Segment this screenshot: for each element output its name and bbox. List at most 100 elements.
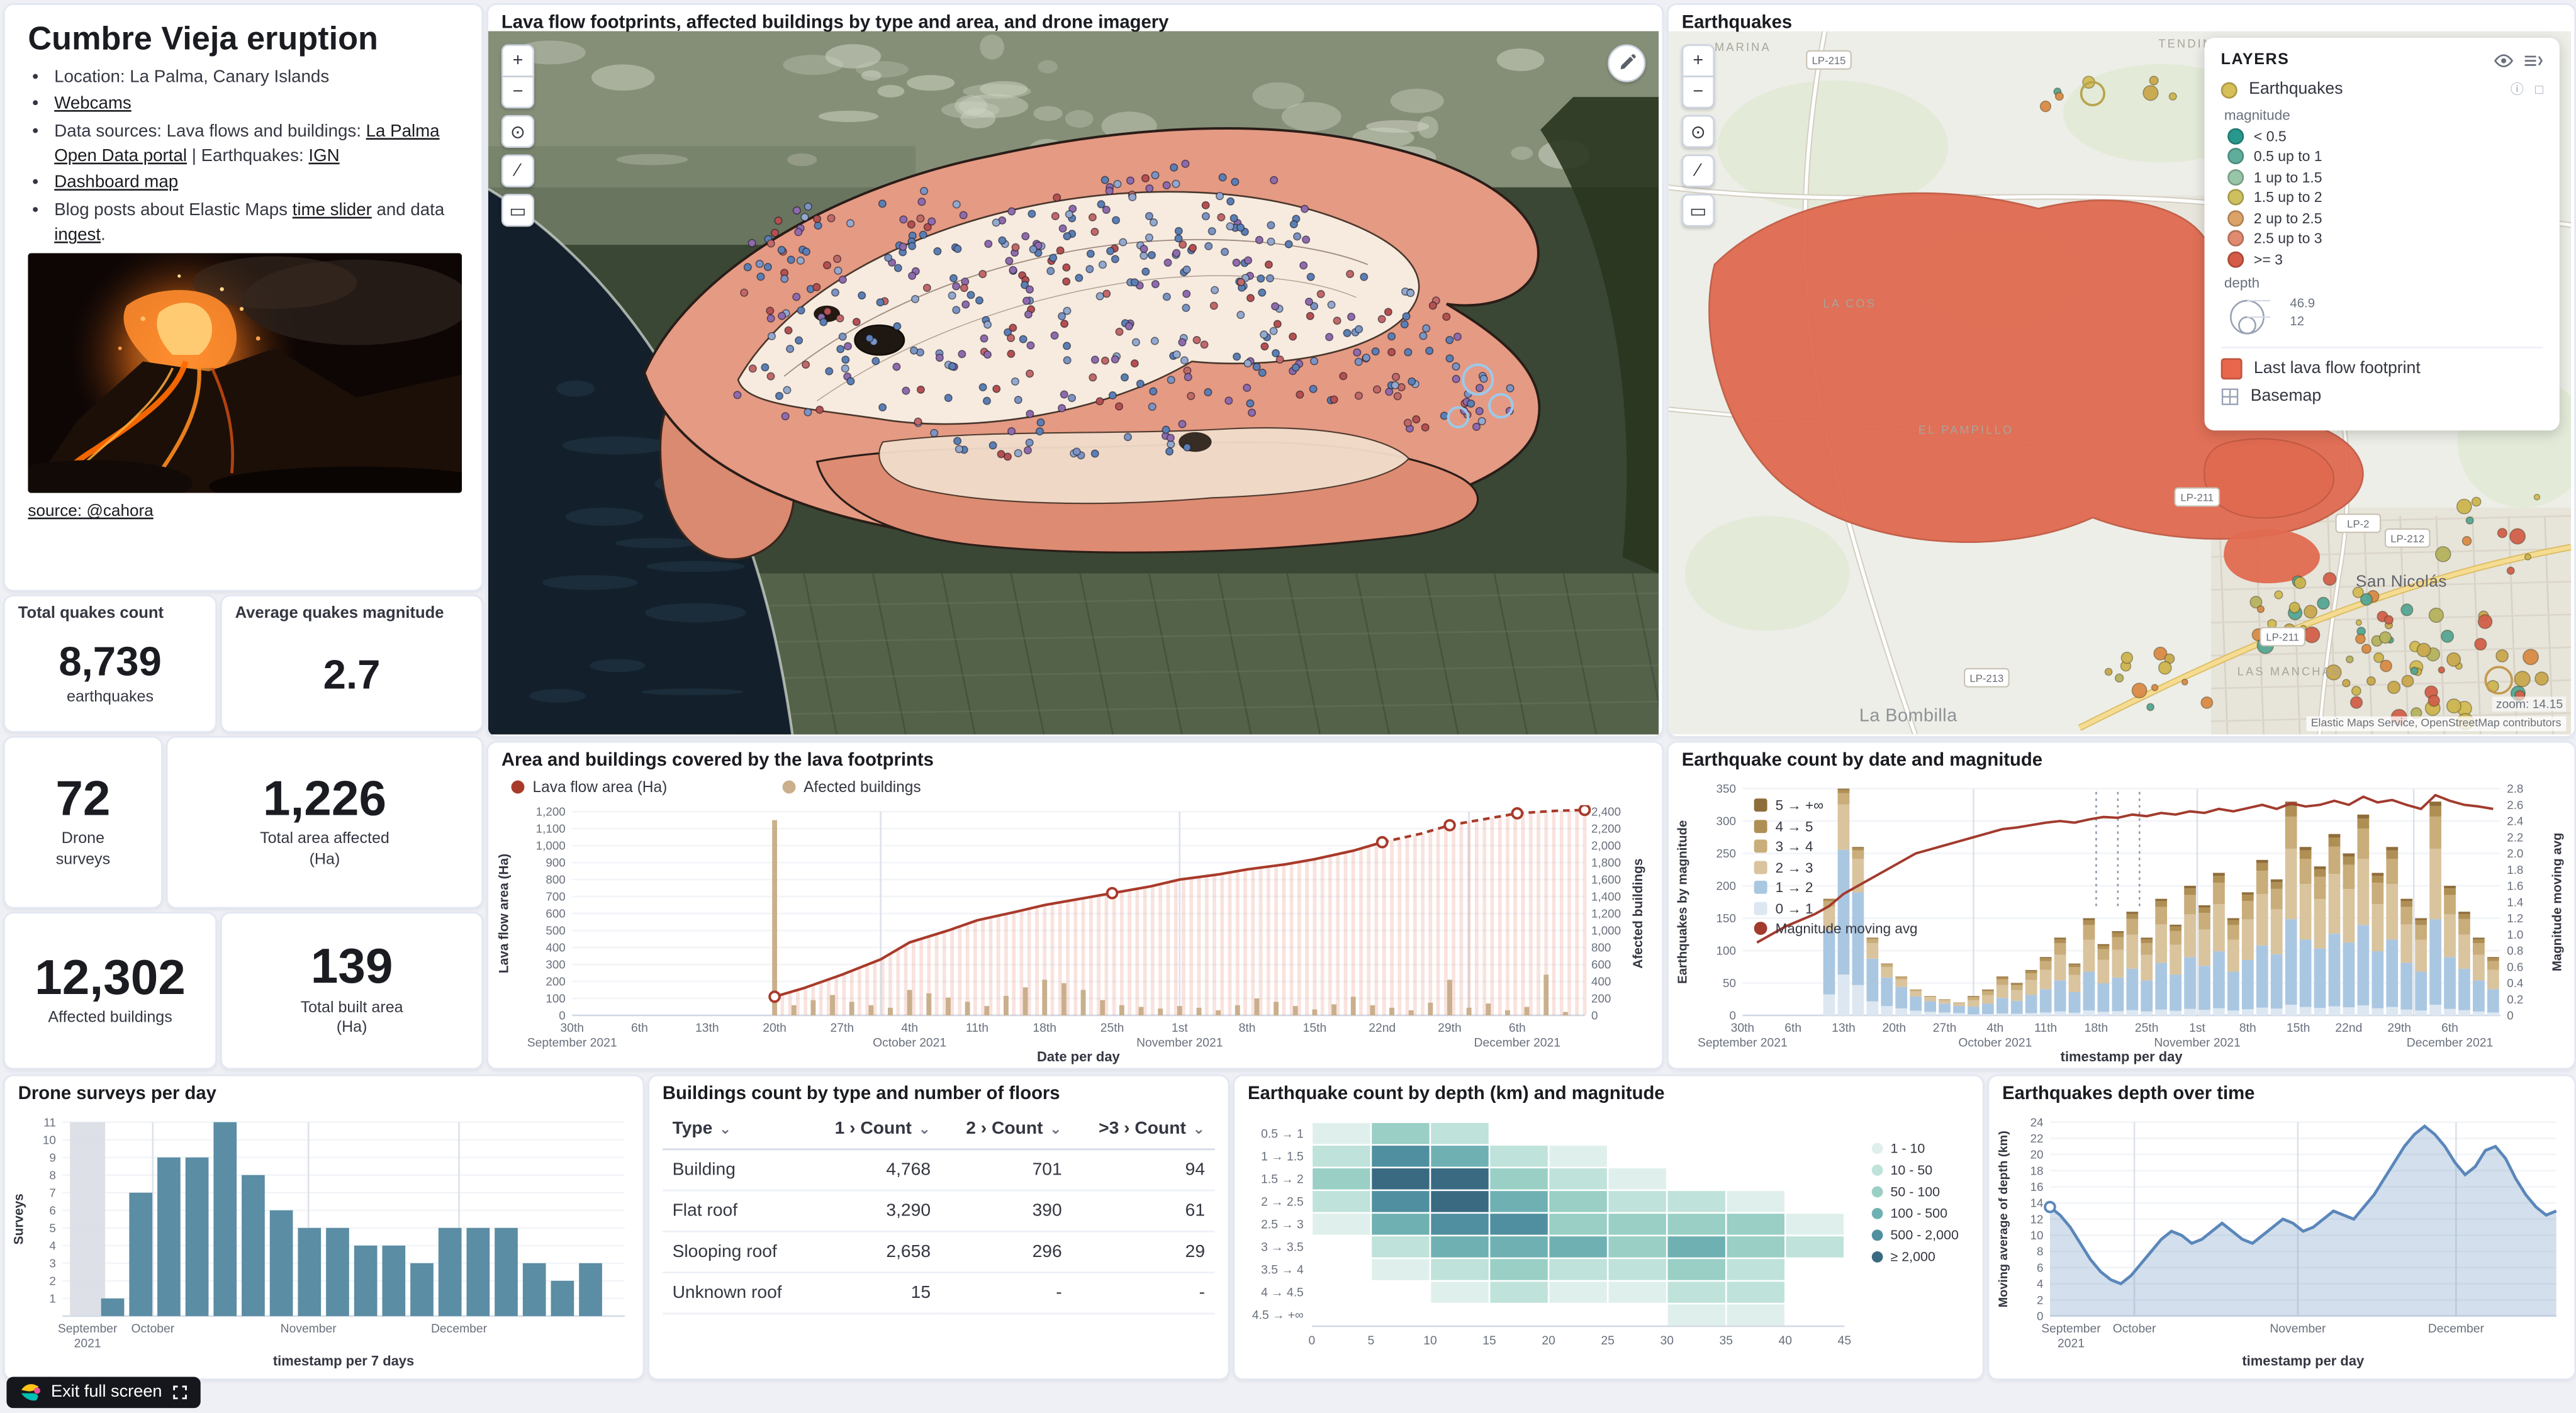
svg-text:700: 700 [546, 890, 565, 903]
svg-text:1.6: 1.6 [2507, 880, 2523, 893]
svg-text:0: 0 [2507, 1009, 2513, 1022]
lava-map-canvas[interactable] [488, 31, 1659, 735]
svg-text:2.8: 2.8 [2507, 782, 2523, 795]
metric-sublabel: Total area affected (Ha) [260, 830, 389, 869]
earthquake-map-panel: Earthquakes MARINATENDINATACANDETODOQUEL… [1667, 3, 2576, 738]
exit-fullscreen-button[interactable]: Exit full screen [6, 1377, 200, 1409]
svg-text:2,400: 2,400 [1591, 805, 1621, 818]
map-edit-button[interactable] [1608, 44, 1646, 82]
magnitude-legend-row: < 0.5 [2227, 127, 2543, 144]
panel-title: Buildings count by type and number of fl… [662, 1084, 1060, 1105]
layer-actions-icon[interactable]: □ [2535, 82, 2543, 98]
info-link[interactable]: IGN [308, 146, 340, 166]
svg-text:200: 200 [1591, 992, 1611, 1005]
table-cell: - [1072, 1272, 1215, 1315]
map-attribution[interactable]: Elastic Maps Service, OpenStreetMap cont… [2305, 716, 2567, 732]
table-header[interactable]: Type ⌄ [662, 1109, 810, 1151]
svg-text:10: 10 [43, 1133, 56, 1146]
svg-text:2.2: 2.2 [2507, 830, 2523, 844]
svg-text:20: 20 [2030, 1148, 2044, 1161]
draw-tools-button[interactable]: ▭ [501, 194, 535, 227]
legend-item[interactable]: 1 → 2 [1754, 879, 1918, 895]
info-bullet: Webcams [54, 92, 481, 118]
svg-text:EL PAMPILLO: EL PAMPILLO [1918, 423, 2013, 436]
svg-text:100: 100 [546, 992, 565, 1005]
legend-item[interactable]: 5 → +∞ [1754, 797, 1918, 813]
draw-tools-button[interactable]: ▭ [1681, 194, 1715, 227]
depth-chart-canvas: 024681012141618202224September2021Octobe… [1996, 1115, 2557, 1368]
zoom-out-button[interactable]: − [501, 77, 535, 109]
metric-built-area: 139 Total built area (Ha) [220, 912, 484, 1070]
info-link[interactable]: Webcams [54, 94, 132, 114]
info-text: | Earthquakes: [187, 146, 309, 166]
svg-text:6: 6 [2037, 1261, 2043, 1274]
legend-item[interactable]: 3 → 4 [1754, 838, 1918, 854]
layer-info-icon[interactable]: ⓘ [2510, 82, 2524, 98]
legend-marker [1754, 798, 1767, 812]
svg-text:30th: 30th [560, 1022, 584, 1035]
metric-label: Total quakes count [18, 605, 164, 623]
collapse-layers-icon[interactable] [2523, 52, 2543, 68]
set-view-button[interactable]: ⊙ [501, 114, 535, 148]
svg-text:50: 50 [1723, 976, 1736, 990]
svg-text:4 → 4.5: 4 → 4.5 [1261, 1287, 1304, 1300]
table-header[interactable]: 2 › Count ⌄ [940, 1109, 1072, 1151]
zoom-in-button[interactable]: + [501, 44, 535, 77]
depth-magnitude-heatmap-panel: Earthquake count by depth (km) and magni… [1233, 1075, 1985, 1380]
svg-text:1,200: 1,200 [536, 805, 566, 818]
info-link[interactable]: time slider [292, 200, 372, 220]
svg-text:20: 20 [1542, 1334, 1555, 1348]
depth-max-value: 46.9 [2290, 294, 2316, 310]
svg-text:0: 0 [1309, 1334, 1316, 1348]
layer-item-lava-footprint[interactable]: Last lava flow footprint [2220, 357, 2543, 379]
svg-text:September: September [2041, 1322, 2101, 1336]
measure-distance-button[interactable]: ∕ [1681, 154, 1715, 187]
svg-text:3.5 → 4: 3.5 → 4 [1261, 1264, 1304, 1277]
magnitude-class-label: 1.5 up to 2 [2253, 189, 2322, 206]
photo-source-link[interactable]: source: @cahora [28, 503, 154, 521]
svg-text:35: 35 [1720, 1334, 1733, 1348]
svg-text:9: 9 [49, 1151, 55, 1164]
svg-text:0: 0 [1591, 1009, 1598, 1022]
info-link[interactable]: La Palma Open Data portal [54, 121, 440, 166]
legend-item[interactable]: Afected buildings [782, 777, 921, 795]
quake-count-chart-canvas: 0 50 100 150 200 250 300 350 0 0.2 0.4 0.6 0.8 1.0 1.2… [1676, 782, 2565, 1064]
svg-text:29th: 29th [1438, 1022, 1462, 1035]
svg-text:1,100: 1,100 [536, 822, 566, 835]
svg-text:LP-211: LP-211 [2180, 492, 2214, 504]
table-header[interactable]: >3 › Count ⌄ [1072, 1109, 1215, 1151]
svg-text:8: 8 [2037, 1245, 2043, 1258]
set-view-button[interactable]: ⊙ [1681, 114, 1715, 148]
table-cell: 94 [1072, 1149, 1215, 1192]
measure-distance-button[interactable]: ∕ [501, 154, 535, 187]
quake-count-chart-panel: Earthquake count by date and magnitude 5… [1667, 740, 2576, 1070]
sort-caret-icon: ⌄ [1049, 1120, 1062, 1137]
svg-text:6th: 6th [1784, 1022, 1801, 1035]
legend-item[interactable]: Lava flow area (Ha) [511, 777, 667, 795]
zoom-out-button[interactable]: − [1681, 77, 1715, 109]
legend-label: 5 → +∞ [1775, 796, 1824, 813]
svg-text:20th: 20th [1882, 1022, 1906, 1035]
legend-item[interactable]: 0 → 1 [1754, 900, 1918, 916]
svg-text:18th: 18th [2085, 1022, 2108, 1035]
legend-item[interactable]: 4 → 5 [1754, 817, 1918, 834]
info-text: Location: La Palma, Canary Islands [54, 67, 330, 87]
zoom-in-button[interactable]: + [1681, 44, 1715, 77]
layer-label: Earthquakes [2249, 80, 2343, 99]
layer-item-earthquakes[interactable]: Earthquakes ⓘ □ [2220, 80, 2543, 99]
eye-icon[interactable] [2494, 52, 2514, 68]
table-header[interactable]: 1 › Count ⌄ [809, 1109, 941, 1151]
lava-area-chart-canvas: 0 100 200 300 400 500 600 700 800 900 1,000 1,100 1,… [496, 805, 1645, 1064]
table-row: Building 4,768 701 94 [662, 1149, 1215, 1192]
svg-text:100 - 500: 100 - 500 [1891, 1206, 1948, 1221]
legend-item[interactable]: Magnitude moving avg [1754, 920, 1918, 937]
volcano-photo-art [28, 253, 462, 493]
svg-text:10: 10 [2030, 1229, 2044, 1242]
legend-item[interactable]: 2 → 3 [1754, 859, 1918, 875]
svg-text:LP-213: LP-213 [1969, 673, 2003, 684]
info-link[interactable]: Dashboard map [54, 173, 179, 193]
layer-item-basemap[interactable]: Basemap [2221, 387, 2543, 405]
info-link[interactable]: ingest [54, 225, 101, 245]
svg-text:25: 25 [1601, 1334, 1614, 1348]
